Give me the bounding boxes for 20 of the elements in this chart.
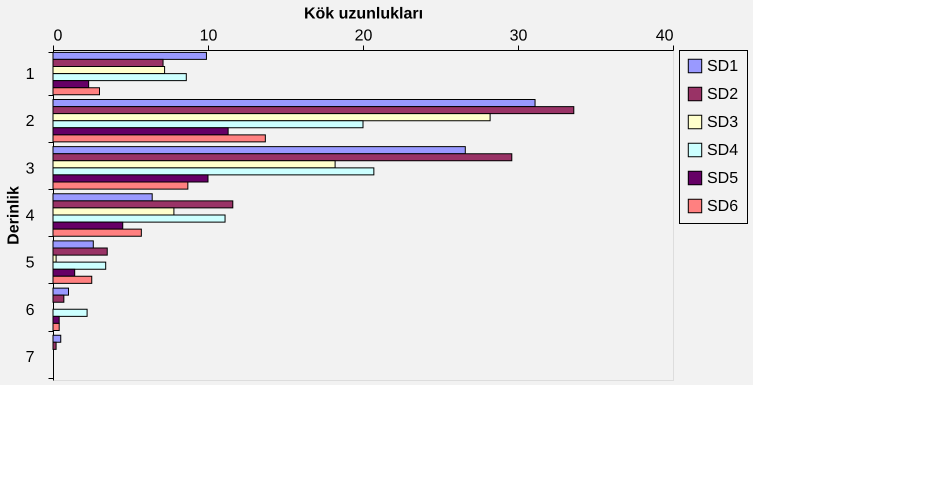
x-tick-label: 10 [200,28,218,44]
y-tick-label: 5 [26,254,35,272]
y-tick-label: 4 [26,208,35,224]
legend-label: SD6 [707,198,738,215]
x-tick-label: 20 [354,28,372,44]
y-tick-label: 2 [26,113,35,130]
y-tick-label: 1 [26,66,35,84]
x-axis-title: Kök uzunlukları [304,6,424,22]
x-tick-label: 30 [510,28,528,44]
y-tick-label: 7 [26,348,35,366]
legend-label: SD3 [707,114,738,131]
y-tick-label: 6 [26,302,35,319]
legend-label: SD5 [707,170,738,187]
legend-label: SD1 [707,58,738,75]
y-tick-label: 3 [26,160,35,178]
x-tick-label: 40 [656,28,674,44]
legend-label: SD4 [707,142,738,159]
x-tick-label: 0 [54,28,62,44]
legend-label: SD2 [707,86,738,103]
y-axis-title: Derinlik [6,186,23,245]
